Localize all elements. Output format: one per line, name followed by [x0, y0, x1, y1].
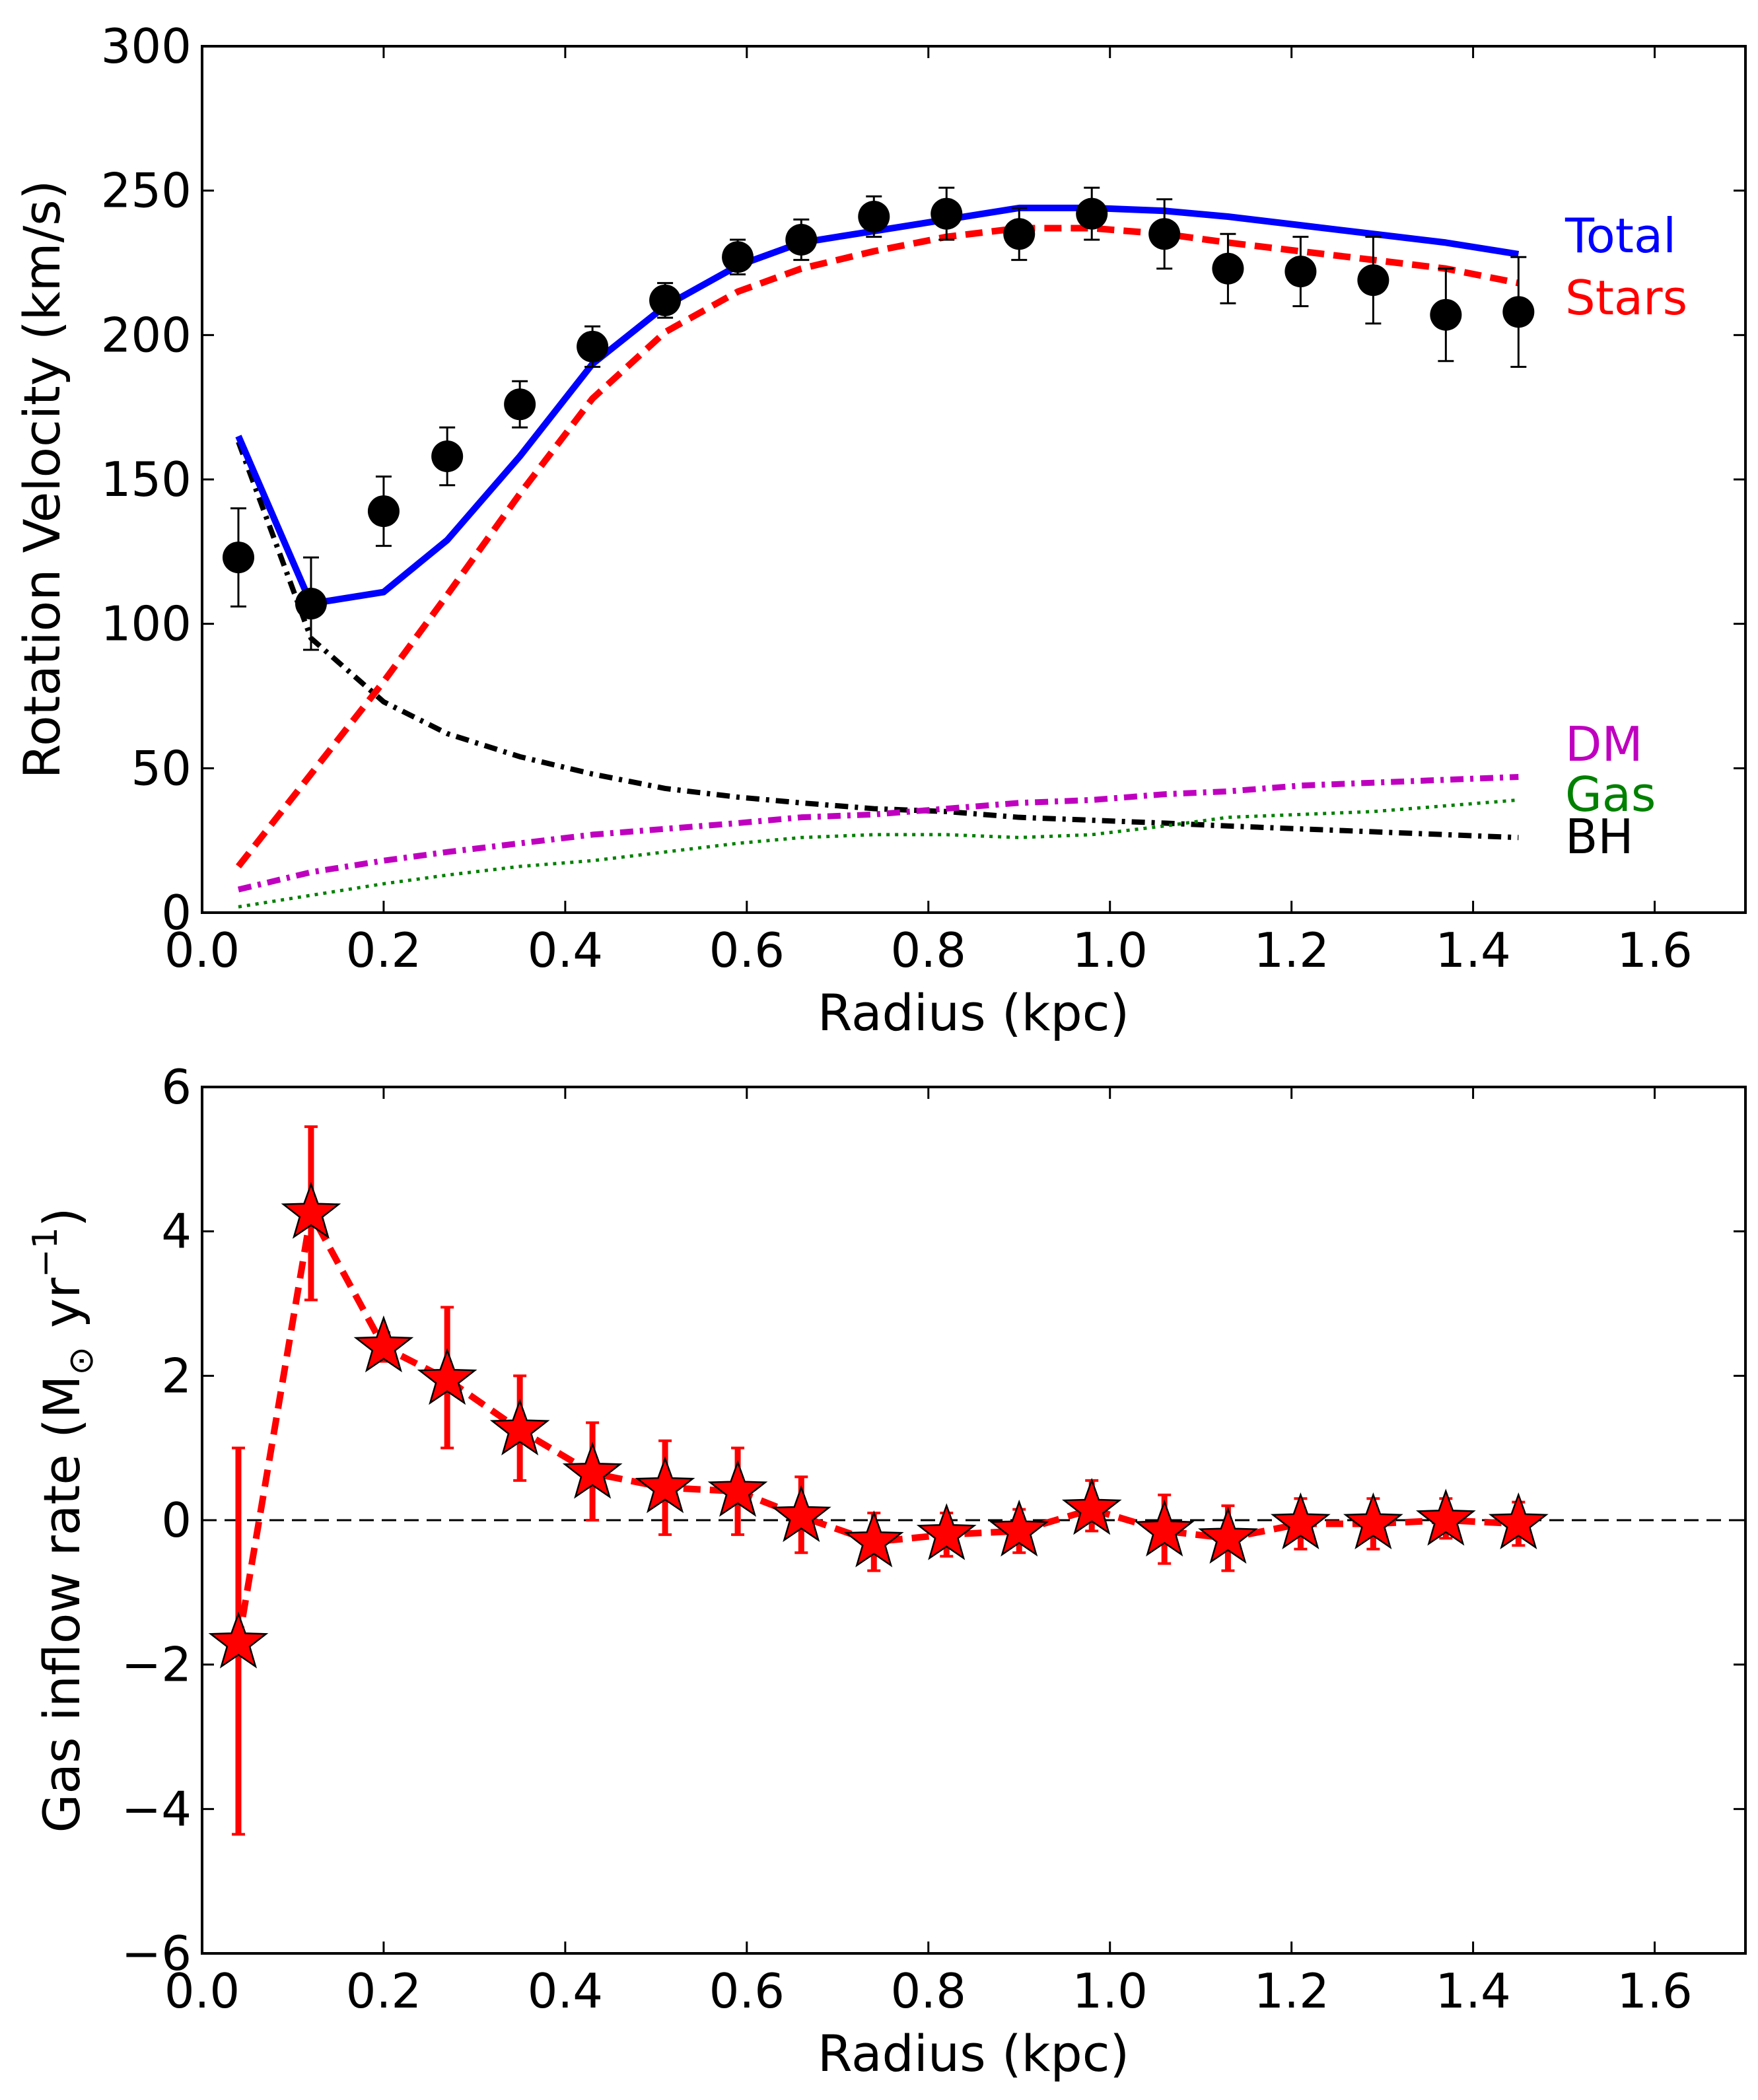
observed-data-point	[858, 201, 890, 233]
inflow-star-marker	[1415, 1488, 1476, 1546]
inflow-star-marker	[843, 1510, 904, 1568]
series-line-bh	[236, 440, 1519, 841]
bottom-x-tick-label: 1.0	[1072, 1963, 1148, 2019]
inflow-star-marker	[771, 1485, 831, 1543]
bottom-y-axis-label: Gas inflow rate (M⊙yr−1)	[26, 1207, 101, 1833]
gas-inflow-panel: 0.0 0.2 0.4 0.6 0.8 1.0 1.2 1.4 1.6 −6 −4 −2 0 2 4 6 Ra…	[26, 1059, 1747, 2083]
bottom-y-tick-label: 6	[161, 1059, 192, 1115]
observed-data-point	[1148, 218, 1181, 250]
bottom-x-axis-label: Radius (kpc)	[818, 2024, 1129, 2083]
inflow-star-marker	[1198, 1506, 1258, 1564]
observed-data-point	[222, 542, 254, 574]
legend-label-dm: DM	[1565, 717, 1643, 772]
observed-data-point	[295, 588, 327, 620]
observed-data-point	[504, 388, 536, 421]
inflow-star-marker	[707, 1459, 768, 1517]
observed-data-point	[649, 284, 682, 316]
series-line-stars	[236, 225, 1520, 869]
observed-data-point	[1076, 197, 1108, 230]
top-y-tick-label: 250	[101, 163, 192, 219]
inflow-star-marker	[208, 1611, 269, 1669]
observed-data-point	[931, 197, 963, 230]
observed-data-point	[367, 495, 400, 528]
observed-data-point	[1003, 218, 1036, 250]
observed-data-point	[1430, 298, 1462, 331]
observed-data-point	[577, 330, 609, 363]
top-x-tick-label: 0.4	[528, 923, 604, 978]
observed-data-point	[785, 224, 818, 256]
inflow-star-marker	[989, 1499, 1049, 1557]
legend-label-total: Total	[1565, 208, 1676, 263]
inflow-star-marker	[281, 1181, 341, 1239]
inflow-star-marker	[635, 1456, 695, 1514]
bottom-x-tick-label: 0.8	[891, 1963, 967, 2019]
inflow-star-marker	[1343, 1492, 1403, 1550]
top-y-tick-label: 300	[101, 18, 192, 74]
top-x-tick-label: 1.2	[1253, 923, 1329, 978]
top-x-tick-label: 1.6	[1617, 923, 1693, 978]
bottom-y-tick-label: 0	[161, 1492, 192, 1548]
observed-data-point	[1357, 264, 1389, 297]
observed-data-point	[1502, 296, 1535, 328]
bottom-y-tick-label: −2	[122, 1637, 192, 1693]
bottom-x-tick-label: 0.6	[709, 1963, 785, 2019]
top-y-axis-label: Rotation Velocity (km/s)	[13, 180, 71, 779]
bottom-y-tick-label: 4	[161, 1204, 192, 1259]
legend-label-gas: Gas	[1565, 767, 1656, 822]
inflow-star-marker	[562, 1442, 623, 1499]
inflow-star-marker	[353, 1315, 414, 1373]
top-x-axis-label: Radius (kpc)	[818, 983, 1129, 1042]
top-x-tick-label: 0.0	[164, 923, 240, 978]
inflow-star-marker	[489, 1398, 550, 1455]
observed-data-point	[722, 241, 754, 273]
top-x-tick-label: 1.4	[1435, 923, 1511, 978]
bottom-y-tick-label: −6	[122, 1926, 192, 1981]
top-x-tick-label: 0.8	[891, 923, 967, 978]
top-y-tick-label: 0	[161, 885, 192, 940]
top-y-tick-label: 200	[101, 307, 192, 363]
bottom-x-tick-label: 0.0	[164, 1963, 240, 2019]
inflow-star-marker	[916, 1503, 977, 1560]
bottom-x-tick-label: 0.4	[528, 1963, 604, 2019]
legend-label-stars: Stars	[1565, 270, 1687, 326]
observed-data-point	[431, 440, 464, 473]
bottom-y-tick-label: −4	[122, 1781, 192, 1837]
top-x-tick-label: 1.0	[1072, 923, 1148, 978]
legend-label-bh: BH	[1565, 809, 1634, 864]
top-x-tick-label: 0.2	[346, 923, 422, 978]
top-y-tick-label: 50	[131, 740, 192, 796]
bottom-x-tick-label: 1.2	[1253, 1963, 1329, 2019]
series-line-dm	[237, 773, 1519, 893]
observed-data-point	[1212, 252, 1244, 285]
bottom-x-tick-label: 1.4	[1435, 1963, 1511, 2019]
inflow-star-marker	[1134, 1499, 1195, 1557]
top-y-tick-label: 150	[101, 452, 192, 507]
bottom-x-tick-label: 0.2	[346, 1963, 422, 2019]
observed-data-point	[1284, 256, 1317, 288]
bottom-y-tick-label: 2	[161, 1348, 192, 1403]
bottom-x-tick-label: 1.6	[1617, 1963, 1693, 2019]
inflow-star-marker	[1488, 1492, 1549, 1550]
top-y-tick-label: 100	[101, 596, 192, 652]
inflow-star-marker	[1061, 1477, 1122, 1535]
rotation-velocity-panel: 0.0 0.2 0.4 0.6 0.8 1.0 1.2 1.4 1.6 0 50 100 150 200 2…	[13, 18, 1747, 1042]
inflow-star-marker	[417, 1348, 477, 1405]
top-x-tick-label: 0.6	[709, 923, 785, 978]
inflow-star-marker	[1270, 1492, 1331, 1550]
